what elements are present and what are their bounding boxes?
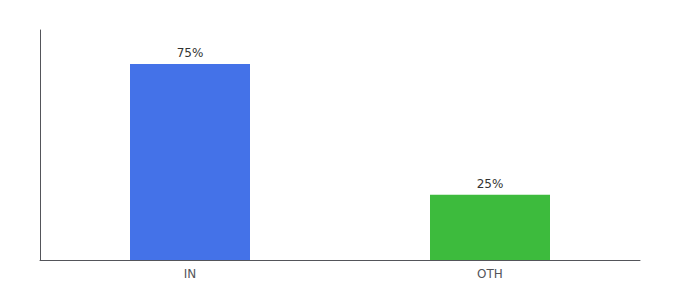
svg-text:OTH: OTH: [477, 267, 503, 281]
svg-text:75%: 75%: [177, 46, 204, 60]
svg-text:IN: IN: [184, 267, 197, 281]
svg-text:25%: 25%: [477, 177, 504, 191]
